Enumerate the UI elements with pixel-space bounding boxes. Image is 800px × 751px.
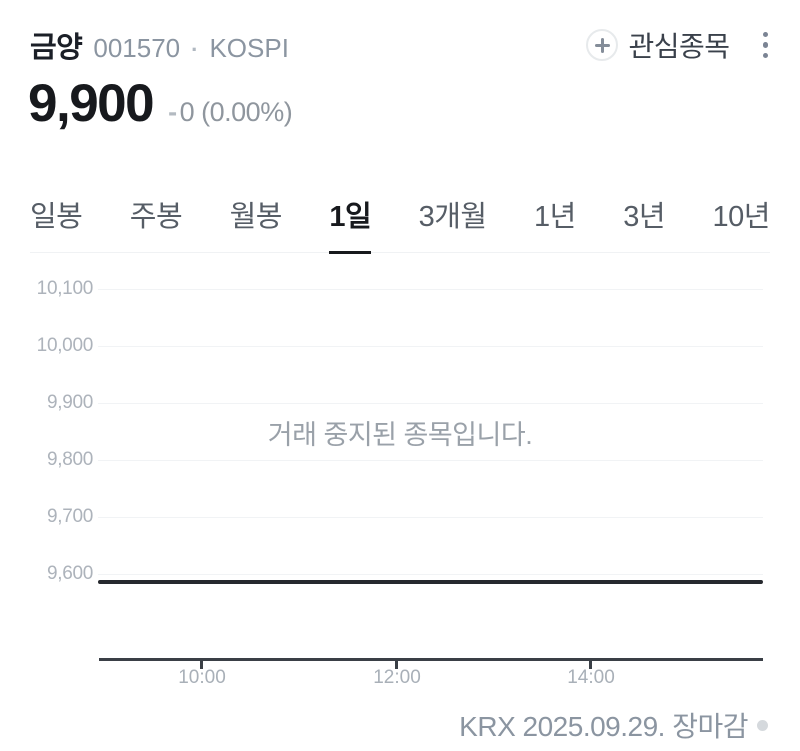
market-status-text: KRX 2025.09.29. 장마감 [459,711,748,742]
flat-price-line [98,580,763,584]
header: 금양 001570 · KOSPI 관심종목 [30,26,770,64]
x-axis-label: 14:00 [567,667,615,688]
x-axis-label: 10:00 [178,667,226,688]
market-status-dot-icon [757,719,768,731]
tab-daily-candle[interactable]: 일봉 [30,182,83,252]
y-axis-label: 10,100 [36,278,94,299]
tab-3years[interactable]: 3년 [623,182,665,252]
y-axis-label: 9,700 [46,506,93,527]
gridline-9700 [98,517,763,518]
header-actions: 관심종목 [586,25,770,65]
tab-1year[interactable]: 1년 [534,182,576,252]
x-tick-14 [589,658,592,669]
current-price: 9,900 [28,74,155,133]
y-axis-label: 9,600 [46,563,93,584]
price-row: 9,900 -0 (0.00%) [28,74,293,133]
x-tick-12 [395,658,398,669]
watchlist-label: 관심종목 [628,31,730,62]
gridline-10000 [98,346,763,347]
tab-1day[interactable]: 1일 [329,182,372,254]
tab-weekly-candle[interactable]: 주봉 [130,182,183,252]
gridline-9900 [98,403,763,404]
trading-suspended-message: 거래 중지된 종목입니다. [267,420,533,450]
gridline-9600 [98,574,763,575]
add-watchlist-button[interactable]: 관심종목 [586,25,730,65]
y-axis-label: 9,800 [46,449,93,470]
price-chart[interactable]: 10,100 10,000 9,900 9,800 9,700 9,600 거래… [0,253,800,703]
plus-circle-icon [586,29,619,61]
chart-period-tabs: 일봉 주봉 월봉 1일 3개월 1년 3년 10년 [30,182,771,254]
stock-title-group: 금양 001570 · KOSPI [30,24,289,66]
x-axis-label: 12:00 [373,667,421,688]
market-label: KOSPI [209,33,289,63]
stock-code: 001570 [93,33,181,63]
y-axis-label: 10,000 [36,335,94,356]
tab-monthly-candle[interactable]: 월봉 [230,182,283,252]
x-tick-10 [200,658,203,669]
kebab-menu-icon[interactable] [761,28,771,63]
gridline-10100 [98,289,763,290]
x-axis-line [99,658,763,661]
tab-3months[interactable]: 3개월 [419,182,488,252]
y-axis-label: 9,900 [46,392,93,413]
change-text: 0 (0.00%) [179,97,293,127]
tab-10years[interactable]: 10년 [713,182,771,252]
stock-name: 금양 [30,32,83,64]
price-change: -0 (0.00%) [168,97,293,128]
separator-dot: · [191,37,199,62]
gridline-9800 [98,460,763,461]
market-status-footer: KRX 2025.09.29. 장마감 [459,705,768,745]
minus-sign: - [168,97,177,127]
